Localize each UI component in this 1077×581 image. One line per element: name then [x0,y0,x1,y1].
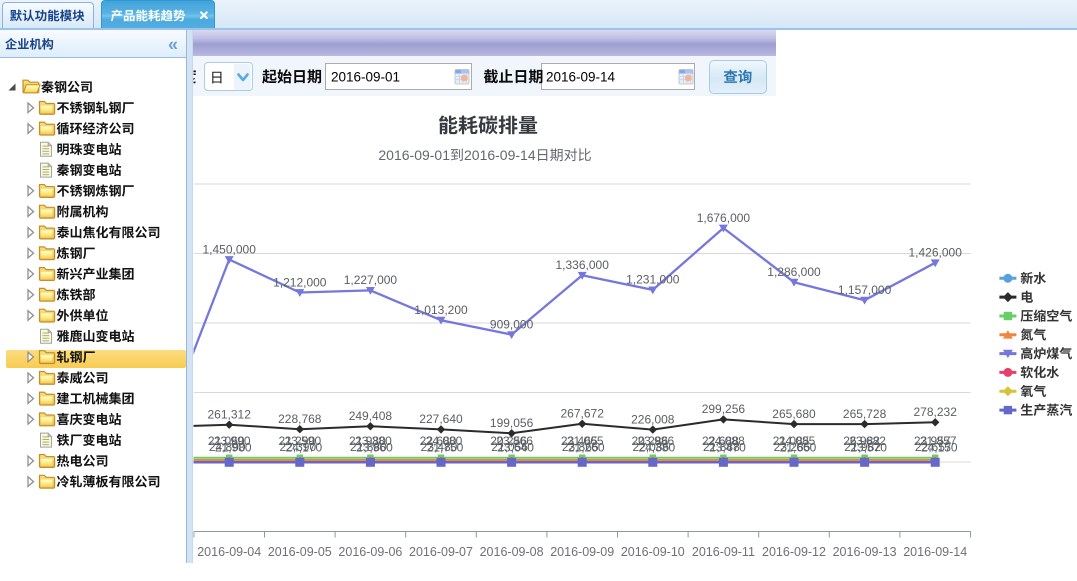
svg-text:21,065: 21,065 [567,434,604,448]
svg-text:909,000: 909,000 [490,317,534,331]
svg-text:261,312: 261,312 [208,408,252,422]
svg-text:2016-09-11: 2016-09-11 [692,545,755,559]
svg-text:24,890: 24,890 [209,440,246,454]
svg-text:1,013,200: 1,013,200 [414,303,468,317]
svg-text:199,056: 199,056 [490,416,534,430]
svg-text:21,857: 21,857 [920,434,957,448]
svg-text:1,676,000: 1,676,000 [697,211,751,225]
svg-text:2016-09-06: 2016-09-06 [338,545,402,559]
svg-text:23,682: 23,682 [849,434,886,448]
svg-text:1,231,000: 1,231,000 [626,273,680,287]
svg-text:227,640: 227,640 [419,412,463,426]
svg-text:1,336,000: 1,336,000 [556,258,610,272]
svg-text:23,866: 23,866 [496,434,533,448]
svg-text:2016-09-07: 2016-09-07 [409,545,473,559]
svg-text:1,227,000: 1,227,000 [344,273,398,287]
svg-text:21,888: 21,888 [703,440,740,454]
svg-text:23,957: 23,957 [914,434,951,448]
svg-text:22,688: 22,688 [702,434,739,448]
svg-text:21,982: 21,982 [844,440,881,454]
svg-text:2016-09-14: 2016-09-14 [903,545,967,559]
svg-text:249,408: 249,408 [349,409,393,423]
svg-text:23,465: 23,465 [561,434,598,448]
svg-text:24,085: 24,085 [779,434,816,448]
svg-text:23,285: 23,285 [774,440,811,454]
svg-text:21,660: 21,660 [780,441,817,455]
svg-text:24,170: 24,170 [285,441,322,455]
svg-text:21,750: 21,750 [427,441,464,455]
svg-text:23,480: 23,480 [421,440,458,454]
svg-text:21,060: 21,060 [208,434,245,448]
svg-text:2016-09-12: 2016-09-12 [762,545,826,559]
svg-text:2016-09-09: 2016-09-09 [550,545,614,559]
svg-text:20,286: 20,286 [631,434,668,448]
svg-text:1,157,000: 1,157,000 [838,283,892,297]
svg-text:226,008: 226,008 [631,412,675,426]
svg-text:23,990: 23,990 [214,434,251,448]
svg-text:2016-09-13: 2016-09-13 [833,545,897,559]
svg-text:22,086: 22,086 [632,440,669,454]
svg-text:23,986: 23,986 [637,434,674,448]
svg-text:2016-09-04: 2016-09-04 [197,545,261,559]
svg-text:21,260: 21,260 [568,441,605,455]
svg-text:21,056: 21,056 [491,440,528,454]
svg-text:267,672: 267,672 [561,407,605,421]
svg-text:24,080: 24,080 [426,434,463,448]
svg-text:2016-09-01: 2016-09-01 [331,70,400,85]
svg-text:23,570: 23,570 [850,441,887,455]
svg-text:24,088: 24,088 [708,434,745,448]
svg-text:23,470: 23,470 [709,441,746,455]
svg-text:278,232: 278,232 [914,405,958,419]
svg-text:1,286,000: 1,286,000 [767,265,821,279]
svg-text:23,960: 23,960 [356,441,393,455]
svg-text:2016-09-01: 2016-09-01 [378,147,450,163]
svg-text:2016-09-14: 2016-09-14 [464,147,536,163]
svg-text:228,768: 228,768 [278,412,322,426]
svg-text:24,150: 24,150 [921,441,958,455]
svg-text:265,728: 265,728 [843,407,887,421]
svg-text:22,680: 22,680 [420,434,457,448]
svg-text:1,450,000: 1,450,000 [203,242,257,256]
svg-text:265,680: 265,680 [772,407,816,421]
svg-text:299,256: 299,256 [702,402,746,416]
svg-text:24,380: 24,380 [638,441,675,455]
svg-text:2016-09-05: 2016-09-05 [268,545,332,559]
svg-text:1,426,000: 1,426,000 [909,246,963,260]
svg-text:«: « [168,35,178,55]
svg-text:20,256: 20,256 [490,434,527,448]
svg-text:23,640: 23,640 [497,441,534,455]
svg-text:21,085: 21,085 [773,434,810,448]
svg-text:21,980: 21,980 [349,434,386,448]
svg-text:21,290: 21,290 [278,434,315,448]
svg-text:23,865: 23,865 [562,440,599,454]
svg-text:23,380: 23,380 [355,434,392,448]
svg-text:22,657: 22,657 [915,440,952,454]
svg-text:23,590: 23,590 [284,434,321,448]
svg-text:21,980: 21,980 [215,441,252,455]
svg-text:21,880: 21,880 [350,440,387,454]
svg-text:2016-09-08: 2016-09-08 [480,545,544,559]
svg-text:2016-09-10: 2016-09-10 [621,545,685,559]
svg-text:22,390: 22,390 [279,440,316,454]
svg-text:1,212,000: 1,212,000 [273,275,327,289]
svg-text:2016-09-14: 2016-09-14 [546,70,616,85]
svg-text:26,982: 26,982 [843,434,880,448]
